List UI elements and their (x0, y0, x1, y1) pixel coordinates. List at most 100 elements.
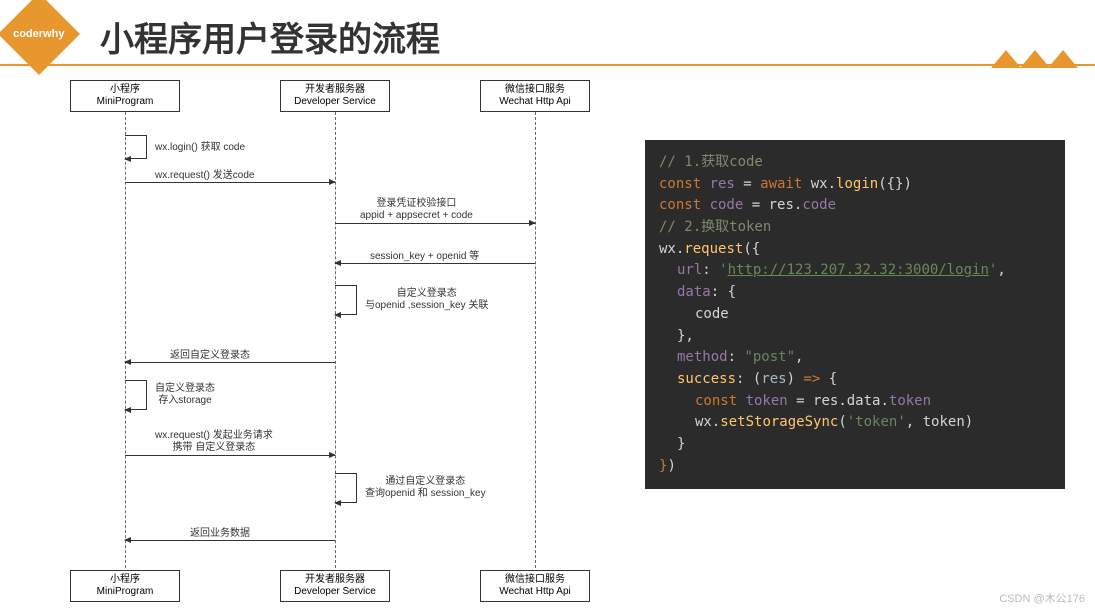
code-token: method (677, 349, 728, 365)
logo-text: coderwhy (13, 28, 64, 40)
code-token: ) (667, 458, 675, 474)
code-token: { (820, 371, 837, 387)
code-token: wx. (811, 176, 836, 192)
slide-header: coderwhy 小程序用户登录的流程 (0, 0, 1095, 72)
triangle-icon (991, 50, 1021, 68)
self-message-loop (125, 380, 147, 410)
sequence-diagram: 小程序MiniProgram小程序MiniProgram开发者服务器Develo… (60, 80, 635, 600)
actor-box: 开发者服务器Developer Service (280, 570, 390, 602)
code-token: url (677, 262, 702, 278)
code-token: await (760, 176, 811, 192)
code-token: } (677, 436, 685, 452)
code-line: success: (res) => { (659, 369, 1051, 391)
message-arrow (125, 362, 335, 363)
self-message-loop (335, 473, 357, 503)
code-token: token (889, 393, 931, 409)
actor-label-en: Developer Service (289, 96, 381, 108)
code-token: = (743, 197, 768, 213)
message-label: wx.login() 获取 code (155, 142, 245, 154)
code-token: res (761, 371, 786, 387)
code-token: res (710, 176, 735, 192)
code-token: "post" (744, 349, 795, 365)
code-line: const code = res.code (659, 195, 1051, 217)
code-token: }, (677, 328, 694, 344)
code-token: wx. (695, 414, 720, 430)
message-label: 自定义登录态存入storage (155, 383, 215, 407)
code-token: res.data. (813, 393, 889, 409)
code-token: // 1.获取code (659, 154, 763, 170)
code-token: request (684, 241, 743, 257)
code-line: // 1.获取code (659, 152, 1051, 174)
code-token: ( (838, 414, 846, 430)
actor-label-cn: 小程序 (79, 574, 171, 586)
code-token: login (836, 176, 878, 192)
code-token: token (746, 393, 788, 409)
code-token: => (803, 371, 820, 387)
code-panel: // 1.获取codeconst res = await wx.login({}… (645, 140, 1065, 489)
code-line: const res = await wx.login({}) (659, 174, 1051, 196)
code-token: , (795, 349, 803, 365)
lifeline (125, 112, 126, 568)
decorative-triangles (994, 50, 1075, 73)
code-token: : ( (736, 371, 761, 387)
code-line: code (659, 304, 1051, 326)
message-arrow (335, 263, 535, 264)
code-token: ) (787, 371, 804, 387)
code-token: : { (711, 284, 736, 300)
actor-label-cn: 微信接口服务 (489, 574, 581, 586)
code-line: }) (659, 456, 1051, 478)
message-label: 自定义登录态与openid ,session_key 关联 (365, 288, 488, 312)
code-token: setStorageSync (720, 414, 838, 430)
actor-label-en: MiniProgram (79, 586, 171, 598)
actor-box: 小程序MiniProgram (70, 570, 180, 602)
message-arrow (335, 223, 535, 224)
code-token: code (695, 306, 729, 322)
code-line: wx.request({ (659, 239, 1051, 261)
message-label: 返回业务数据 (190, 528, 250, 540)
triangle-icon (1020, 50, 1050, 68)
code-token: http://123.207.32.32:3000/login (728, 262, 989, 278)
code-token: , (997, 262, 1005, 278)
code-token: , token) (906, 414, 973, 430)
actor-box: 微信接口服务Wechat Http Api (480, 80, 590, 112)
code-token: code (802, 197, 836, 213)
code-token: wx. (659, 241, 684, 257)
code-line: } (659, 434, 1051, 456)
code-token: ({ (743, 241, 760, 257)
actor-label-en: MiniProgram (79, 96, 171, 108)
code-token: ' (719, 262, 727, 278)
code-token: success (677, 371, 736, 387)
slide-content: 小程序MiniProgram小程序MiniProgram开发者服务器Develo… (0, 80, 1095, 610)
actor-label-en: Wechat Http Api (489, 586, 581, 598)
message-arrow (125, 182, 335, 183)
code-line: url: 'http://123.207.32.32:3000/login', (659, 260, 1051, 282)
actor-label-cn: 微信接口服务 (489, 84, 581, 96)
code-token: data (677, 284, 711, 300)
code-line: // 2.换取token (659, 217, 1051, 239)
message-arrow (125, 540, 335, 541)
message-label: session_key + openid 等 (370, 251, 479, 263)
message-label: wx.request() 发起业务请求携带 自定义登录态 (155, 430, 273, 454)
code-line: data: { (659, 282, 1051, 304)
code-token: const (659, 176, 710, 192)
self-message-loop (125, 135, 147, 159)
actor-label-en: Wechat Http Api (489, 96, 581, 108)
actor-label-cn: 开发者服务器 (289, 84, 381, 96)
message-label: 返回自定义登录态 (170, 350, 250, 362)
message-label: 登录凭证校验接口appid + appsecret + code (360, 198, 473, 222)
message-arrow (125, 455, 335, 456)
actor-label-en: Developer Service (289, 586, 381, 598)
code-token: = (788, 393, 813, 409)
code-line: const token = res.data.token (659, 391, 1051, 413)
self-message-loop (335, 285, 357, 315)
code-token: const (659, 197, 710, 213)
slide-title: 小程序用户登录的流程 (100, 12, 440, 61)
code-token: ({}) (878, 176, 912, 192)
code-token: res. (769, 197, 803, 213)
actor-box: 微信接口服务Wechat Http Api (480, 570, 590, 602)
watermark: CSDN @木公176 (999, 590, 1085, 606)
code-token: : (728, 349, 745, 365)
code-token: : (702, 262, 719, 278)
message-label: wx.request() 发送code (155, 170, 254, 182)
code-line: wx.setStorageSync('token', token) (659, 412, 1051, 434)
